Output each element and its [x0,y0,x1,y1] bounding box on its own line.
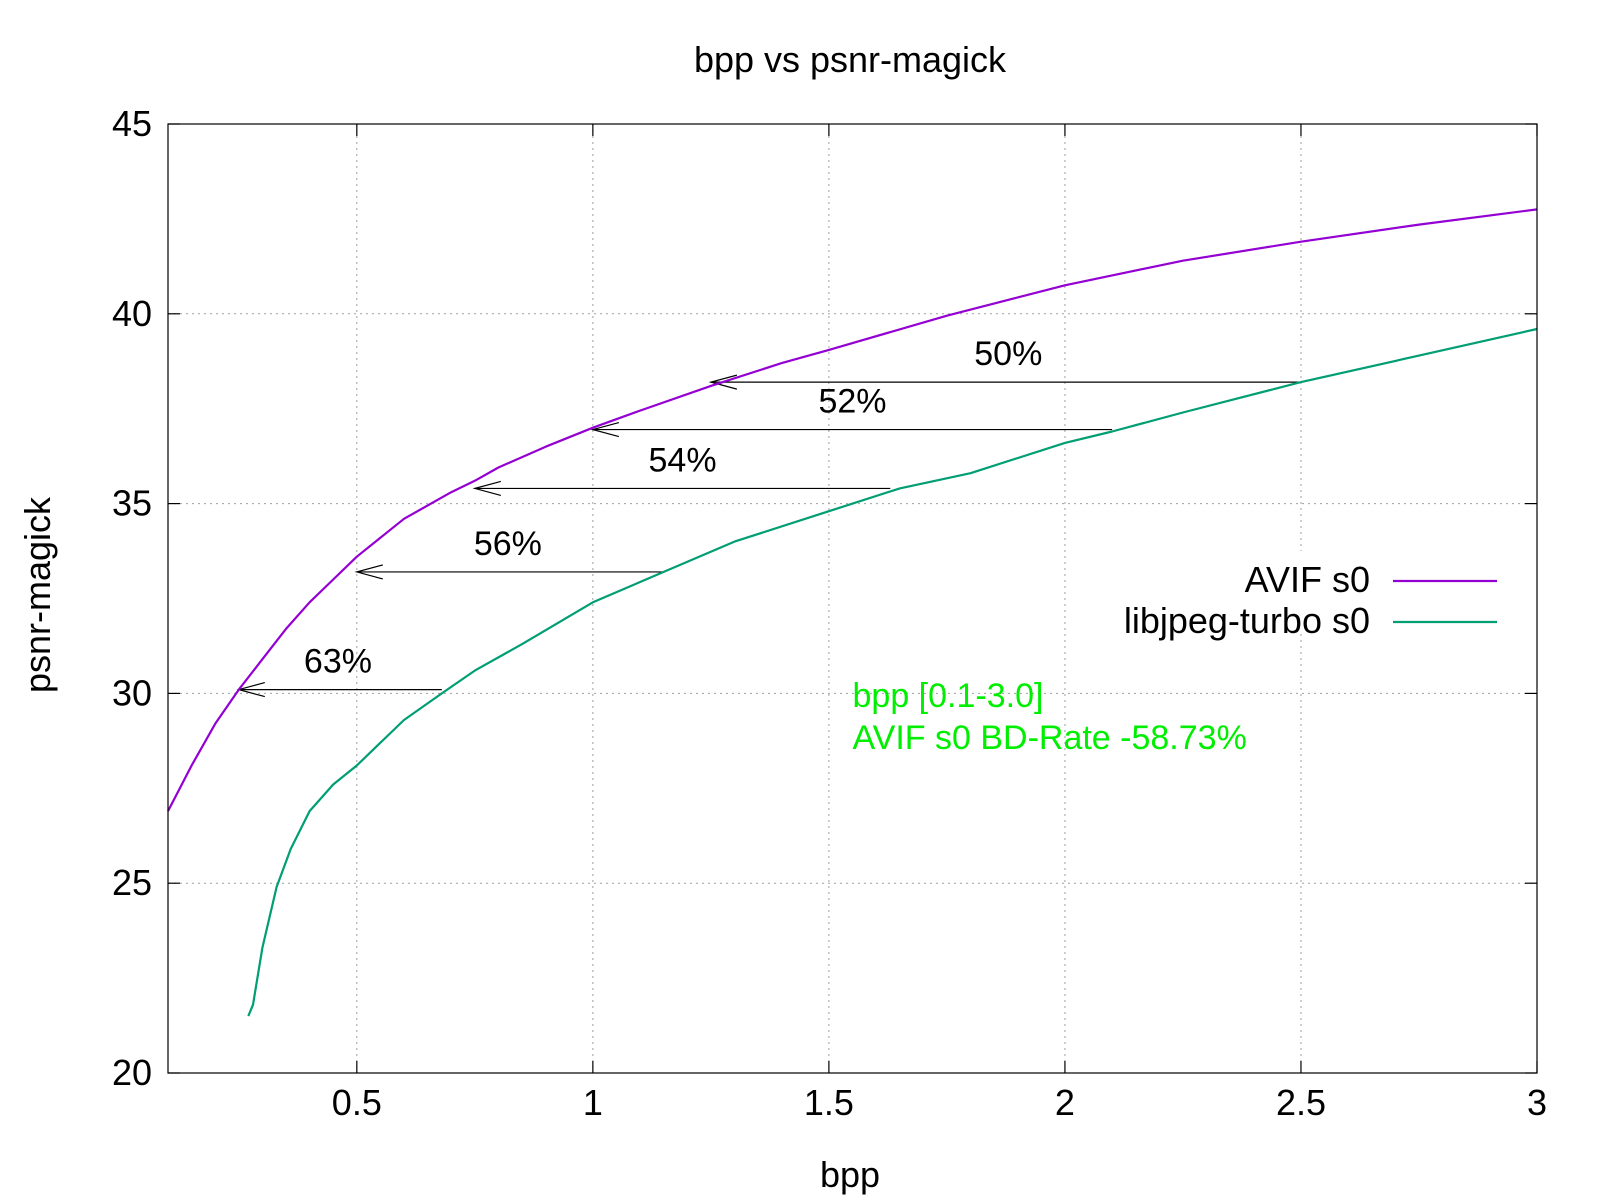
y-tick-label: 40 [112,293,152,334]
x-tick-label: 2.5 [1276,1082,1326,1123]
bd-arrow-head [354,564,383,580]
y-tick-label: 30 [112,672,152,713]
series-line-avif [167,208,1538,812]
legend-background [1095,592,1515,632]
legend-label: AVIF s0 [1245,559,1370,600]
series [167,208,1538,1017]
bd-arrow-head [472,480,502,496]
y-tick-label: 20 [112,1052,152,1093]
plot-frame [167,123,1538,1074]
bd-arrow-label: 50% [974,335,1042,373]
bd-arrow-label: 63% [304,643,372,681]
bd-arrow-label: 52% [818,382,886,420]
annotations: 63% 56% 54% 52% 50% [236,335,1301,698]
x-axis: 0.5 1 1.5 2 2.5 3 [332,124,1547,1123]
x-tick-label: 2 [1055,1082,1075,1123]
x-axis-title: bpp [820,1154,880,1195]
y-tick-label: 25 [112,862,152,903]
x-tick-label: 0.5 [332,1082,382,1123]
bd-arrow-label: 56% [474,525,542,563]
bd-arrow-head [590,421,620,438]
bd-rate-notes: bpp [0.1-3.0] AVIF s0 BD-Rate -58.73% [853,677,1247,757]
chart-title: bpp vs psnr-magick [694,39,1007,80]
y-tick-label: 45 [112,103,152,144]
legend-label: libjpeg-turbo s0 [1124,600,1370,641]
x-tick-label: 1.5 [804,1082,854,1123]
y-axis-title: psnr-magick [17,496,58,693]
bd-arrow-label: 54% [649,441,717,479]
note-bpp-range: bpp [0.1-3.0] [853,677,1044,715]
x-tick-label: 3 [1527,1082,1547,1123]
legend-background [1095,551,1515,591]
y-axis: 20 25 30 35 40 45 [112,103,1537,1093]
note-bd-rate: AVIF s0 BD-Rate -58.73% [853,719,1247,757]
series-line-libjpeg [247,327,1538,1017]
y-tick-label: 35 [112,483,152,524]
bd-arrow-head [708,374,738,390]
x-tick-label: 1 [583,1082,603,1123]
